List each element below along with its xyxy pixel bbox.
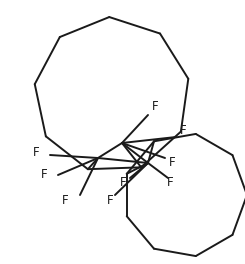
Text: F: F	[33, 147, 39, 159]
Text: F: F	[167, 177, 173, 190]
Text: F: F	[152, 101, 158, 114]
Text: F: F	[169, 155, 175, 168]
Text: F: F	[107, 194, 113, 206]
Text: F: F	[120, 177, 126, 190]
Text: F: F	[62, 194, 68, 206]
Text: F: F	[41, 168, 47, 182]
Text: F: F	[180, 124, 186, 136]
